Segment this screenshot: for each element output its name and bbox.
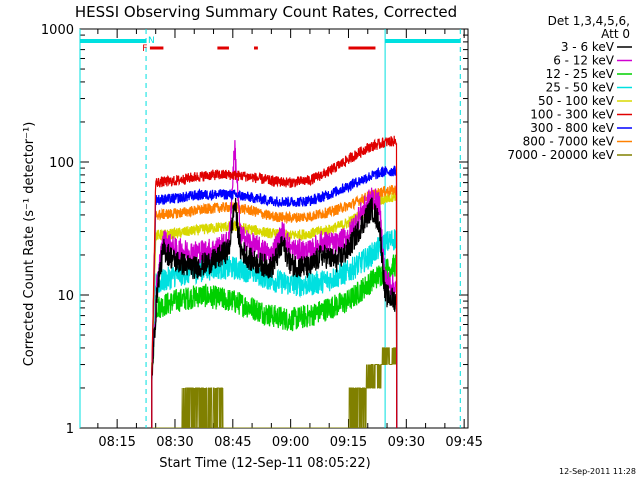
chart-title: HESSI Observing Summary Count Rates, Cor… xyxy=(75,3,457,21)
y-tick-label: 100 xyxy=(49,156,74,171)
legend-entry-label: 50 - 100 keV xyxy=(538,94,615,108)
x-tick-label: 08:45 xyxy=(214,435,251,450)
x-tick-label: 08:15 xyxy=(98,435,135,450)
series-line xyxy=(151,190,398,428)
legend-header-line: Att 0 xyxy=(601,27,630,41)
y-tick-label: 1 xyxy=(66,422,74,437)
legend-entry-label: 12 - 25 keV xyxy=(546,67,615,81)
legend-entry-label: 3 - 6 keV xyxy=(561,40,615,54)
series-line xyxy=(151,135,398,428)
x-tick-label: 09:45 xyxy=(445,435,482,450)
legend-entry-label: 25 - 50 keV xyxy=(546,81,615,95)
series-line xyxy=(151,254,398,428)
footer-timestamp: 12-Sep-2011 11:28 xyxy=(559,467,636,476)
y-tick-label: 10 xyxy=(57,289,74,304)
x-tick-label: 08:30 xyxy=(156,435,193,450)
series-line xyxy=(151,184,398,428)
x-tick-label: 09:15 xyxy=(330,435,367,450)
series-line xyxy=(151,197,398,428)
legend-entry-label: 300 - 800 keV xyxy=(530,121,614,135)
legend-entry-label: 6 - 12 keV xyxy=(553,54,615,68)
y-tick-label: 1000 xyxy=(41,23,74,38)
legend-header-line: Det 1,3,4,5,6, xyxy=(548,14,630,28)
legend-entry-label: 800 - 7000 keV xyxy=(523,135,615,149)
x-tick-label: 09:00 xyxy=(272,435,309,450)
flag-label: N xyxy=(148,36,155,46)
series-line xyxy=(151,347,398,428)
plot-frame xyxy=(79,28,469,429)
legend-entry-label: 100 - 300 keV xyxy=(530,108,614,122)
y-axis-label: Corrected Count Rate (s⁻¹ detector⁻¹) xyxy=(22,122,37,367)
flag-label: F xyxy=(142,44,147,54)
series-line xyxy=(151,165,398,428)
x-tick-label: 09:30 xyxy=(388,435,425,450)
legend-entry-label: 7000 - 20000 keV xyxy=(507,148,614,162)
x-axis-label: Start Time (12-Sep-11 08:05:22) xyxy=(159,456,370,471)
